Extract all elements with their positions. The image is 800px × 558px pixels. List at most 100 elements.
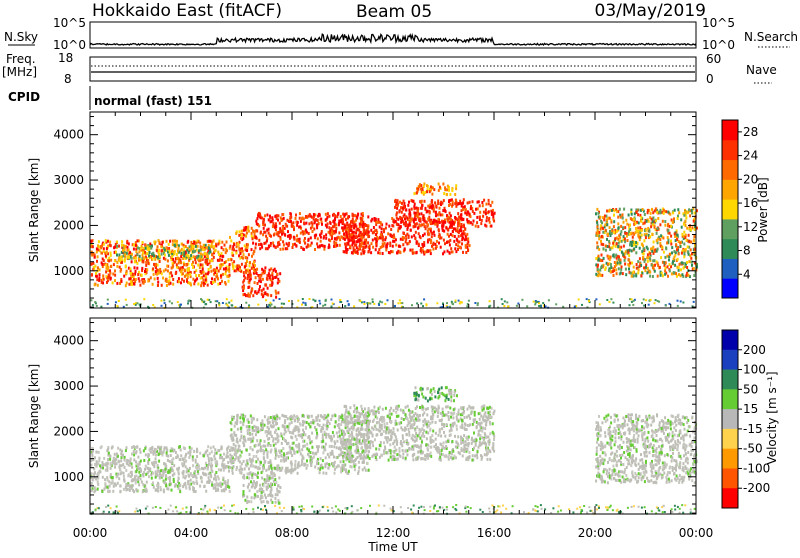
- scatter-cell: [189, 487, 191, 490]
- scatter-cell: [214, 452, 216, 455]
- scatter-cell: [254, 281, 256, 284]
- scatter-cell: [596, 221, 598, 224]
- scatter-cell: [193, 245, 195, 248]
- scatter-cell: [264, 461, 266, 464]
- scatter-cell: [186, 264, 188, 267]
- scatter-cell: [654, 226, 656, 229]
- scatter-cell: [680, 218, 682, 221]
- scatter-cell: [675, 243, 677, 246]
- scatter-cell: [643, 248, 645, 251]
- scatter-cell: [450, 218, 452, 221]
- scatter-cell: [464, 205, 466, 208]
- scatter-cell: [669, 303, 671, 305]
- scatter-cell: [239, 257, 241, 260]
- scatter-cell: [424, 200, 426, 203]
- scatter-cell: [233, 248, 235, 251]
- scatter-cell: [98, 451, 100, 454]
- scatter-cell: [424, 233, 426, 236]
- scatter-cell: [403, 200, 405, 203]
- scatter-cell: [200, 249, 202, 252]
- scatter-cell: [98, 276, 100, 279]
- scatter-cell: [97, 483, 99, 486]
- scatter-cell: [116, 453, 118, 456]
- scatter-cell: [123, 275, 125, 278]
- scatter-cell: [255, 455, 257, 458]
- scatter-cell: [375, 238, 377, 241]
- scatter-cell: [255, 433, 257, 436]
- scatter-cell: [208, 460, 210, 463]
- scatter-cell: [612, 242, 614, 245]
- scatter-cell: [242, 441, 244, 444]
- scatter-cell: [671, 246, 673, 249]
- scatter-cell: [273, 299, 275, 301]
- scatter-cell: [196, 455, 198, 458]
- scatter-cell: [311, 415, 313, 418]
- scatter-cell: [244, 293, 246, 296]
- scatter-cell: [110, 467, 112, 470]
- scatter-cell: [345, 469, 347, 472]
- scatter-cell: [125, 299, 127, 301]
- scatter-cell: [351, 243, 353, 246]
- scatter-cell: [107, 479, 109, 482]
- y-tick-label: 3000: [53, 173, 84, 187]
- scatter-cell: [354, 224, 356, 227]
- scatter-cell: [145, 244, 147, 247]
- scatter-cell: [288, 244, 290, 247]
- scatter-cell: [172, 278, 174, 281]
- scatter-cell: [620, 261, 622, 264]
- scatter-cell: [127, 488, 129, 491]
- scatter-cell: [446, 188, 448, 191]
- scatter-cell: [181, 269, 183, 272]
- scatter-cell: [221, 489, 223, 492]
- scatter-cell: [626, 235, 628, 238]
- scatter-cell: [123, 475, 125, 478]
- scatter-cell: [195, 241, 197, 244]
- scatter-cell: [215, 275, 217, 278]
- scatter-cell: [110, 254, 112, 257]
- scatter-cell: [344, 214, 346, 217]
- scatter-cell: [296, 234, 298, 237]
- scatter-cell: [189, 446, 191, 449]
- scatter-cell: [610, 266, 612, 269]
- scatter-cell: [645, 266, 647, 269]
- scatter-cell: [686, 261, 688, 264]
- scatter-cell: [659, 223, 661, 226]
- scatter-cell: [303, 239, 305, 242]
- scatter-cell: [183, 474, 185, 477]
- scatter-cell: [157, 464, 159, 467]
- scatter-cell: [622, 226, 624, 229]
- scatter-cell: [100, 252, 102, 255]
- scatter-cell: [327, 212, 329, 215]
- scatter-cell: [256, 222, 258, 225]
- scatter-cell: [194, 475, 196, 478]
- scatter-cell: [649, 275, 651, 278]
- scatter-cell: [626, 223, 628, 226]
- scatter-cell: [641, 243, 643, 246]
- scatter-cell: [256, 418, 258, 421]
- scatter-cell: [597, 268, 599, 271]
- scatter-cell: [175, 272, 177, 275]
- scatter-cell: [117, 473, 119, 476]
- scatter-cell: [649, 252, 651, 255]
- scatter-cell: [313, 228, 315, 231]
- scatter-cell: [288, 300, 290, 302]
- scatter-cell: [602, 227, 604, 230]
- scatter-cell: [481, 219, 483, 222]
- scatter-cell: [249, 261, 251, 264]
- scatter-cell: [164, 481, 166, 484]
- scatter-cell: [426, 190, 428, 193]
- scatter-cell: [635, 241, 637, 244]
- scatter-cell: [156, 484, 158, 487]
- scatter-cell: [681, 226, 683, 229]
- scatter-cell: [295, 217, 297, 220]
- scatter-cell: [220, 265, 222, 268]
- scatter-cell: [169, 460, 171, 463]
- scatter-cell: [182, 272, 184, 275]
- scatter-cell: [207, 272, 209, 275]
- scatter-cell: [443, 199, 445, 202]
- scatter-cell: [199, 485, 201, 488]
- scatter-cell: [278, 427, 280, 430]
- scatter-cell: [290, 216, 292, 219]
- scatter-cell: [252, 426, 254, 429]
- scatter-cell: [276, 418, 278, 421]
